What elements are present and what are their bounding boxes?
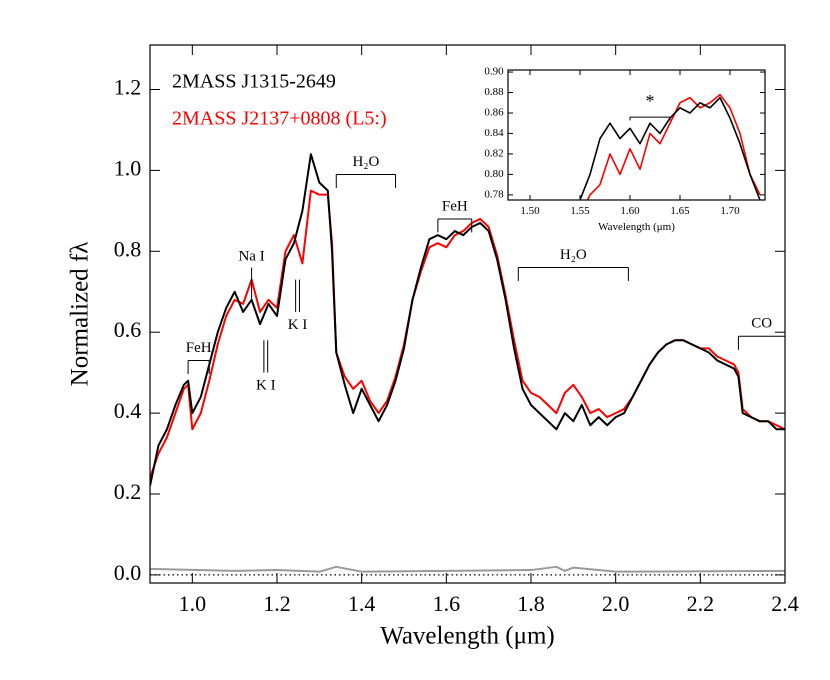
y-tick-label: 0.78 [484, 188, 504, 200]
x-tick-label: 1.55 [570, 205, 590, 217]
x-axis-label: Wavelength (μm) [380, 623, 555, 650]
x-tick-label: 1.2 [263, 591, 291, 616]
x-tick-label: 1.4 [348, 591, 376, 616]
y-tick-label: 0.82 [484, 147, 503, 159]
y-tick-label: 0.6 [114, 317, 142, 342]
y-tick-label: 0.80 [484, 168, 504, 180]
y-tick-label: 0.8 [114, 236, 142, 261]
y-tick-label: 0.86 [484, 107, 504, 119]
legend-entry: 2MASS J2137+0808 (L5:) [172, 108, 387, 130]
x-tick-label: 1.6 [433, 591, 461, 616]
x-tick-label: 2.0 [602, 591, 630, 616]
plot-background [508, 70, 765, 200]
y-tick-label: 0.88 [484, 86, 504, 98]
x-tick-label: 1.50 [520, 205, 540, 217]
difference-line [150, 565, 785, 573]
x-tick-label: 1.60 [620, 205, 640, 217]
y-tick-label: 0.90 [484, 66, 504, 78]
annotation-label: K I [256, 378, 276, 394]
x-tick-label: 1.8 [517, 591, 545, 616]
spectrum-line [586, 93, 761, 200]
y-tick-label: 0.84 [484, 127, 504, 139]
annotation-label: Na I [238, 248, 264, 264]
y-tick-label: 0.2 [114, 479, 142, 504]
x-tick-label: 1.0 [179, 591, 207, 616]
annotation-label: CO [751, 316, 772, 332]
x-tick-label: 1.65 [670, 205, 690, 217]
y-tick-label: 1.2 [114, 75, 142, 100]
y-tick-label: 1.0 [114, 155, 142, 180]
annotation-label: H₂O [560, 247, 587, 263]
annotation-label: H₂O [352, 154, 379, 170]
annotation-label: FeH [186, 340, 212, 356]
x-tick-label: 2.2 [687, 591, 715, 616]
y-tick-label: 0.4 [114, 398, 142, 423]
x-tick-label: 2.4 [771, 591, 799, 616]
y-tick-label: 0.0 [114, 560, 142, 585]
plot-1: * 1.50 1.55 1.60 1.65 1.70 0.78 0.80 0.82 0.84 0.8… [484, 66, 766, 233]
plot-frame [149, 44, 786, 584]
plot-frame [507, 69, 766, 201]
x-axis-label: Wavelength (μm) [598, 221, 675, 233]
annotation-label: * [646, 91, 655, 111]
annotation-label: FeH [442, 198, 468, 214]
y-axis-label: Normalized fλ [67, 242, 94, 387]
legend-entry: 2MASS J1315-2649 [172, 71, 336, 93]
x-tick-label: 1.70 [720, 205, 740, 217]
annotation-label: K I [288, 317, 308, 333]
